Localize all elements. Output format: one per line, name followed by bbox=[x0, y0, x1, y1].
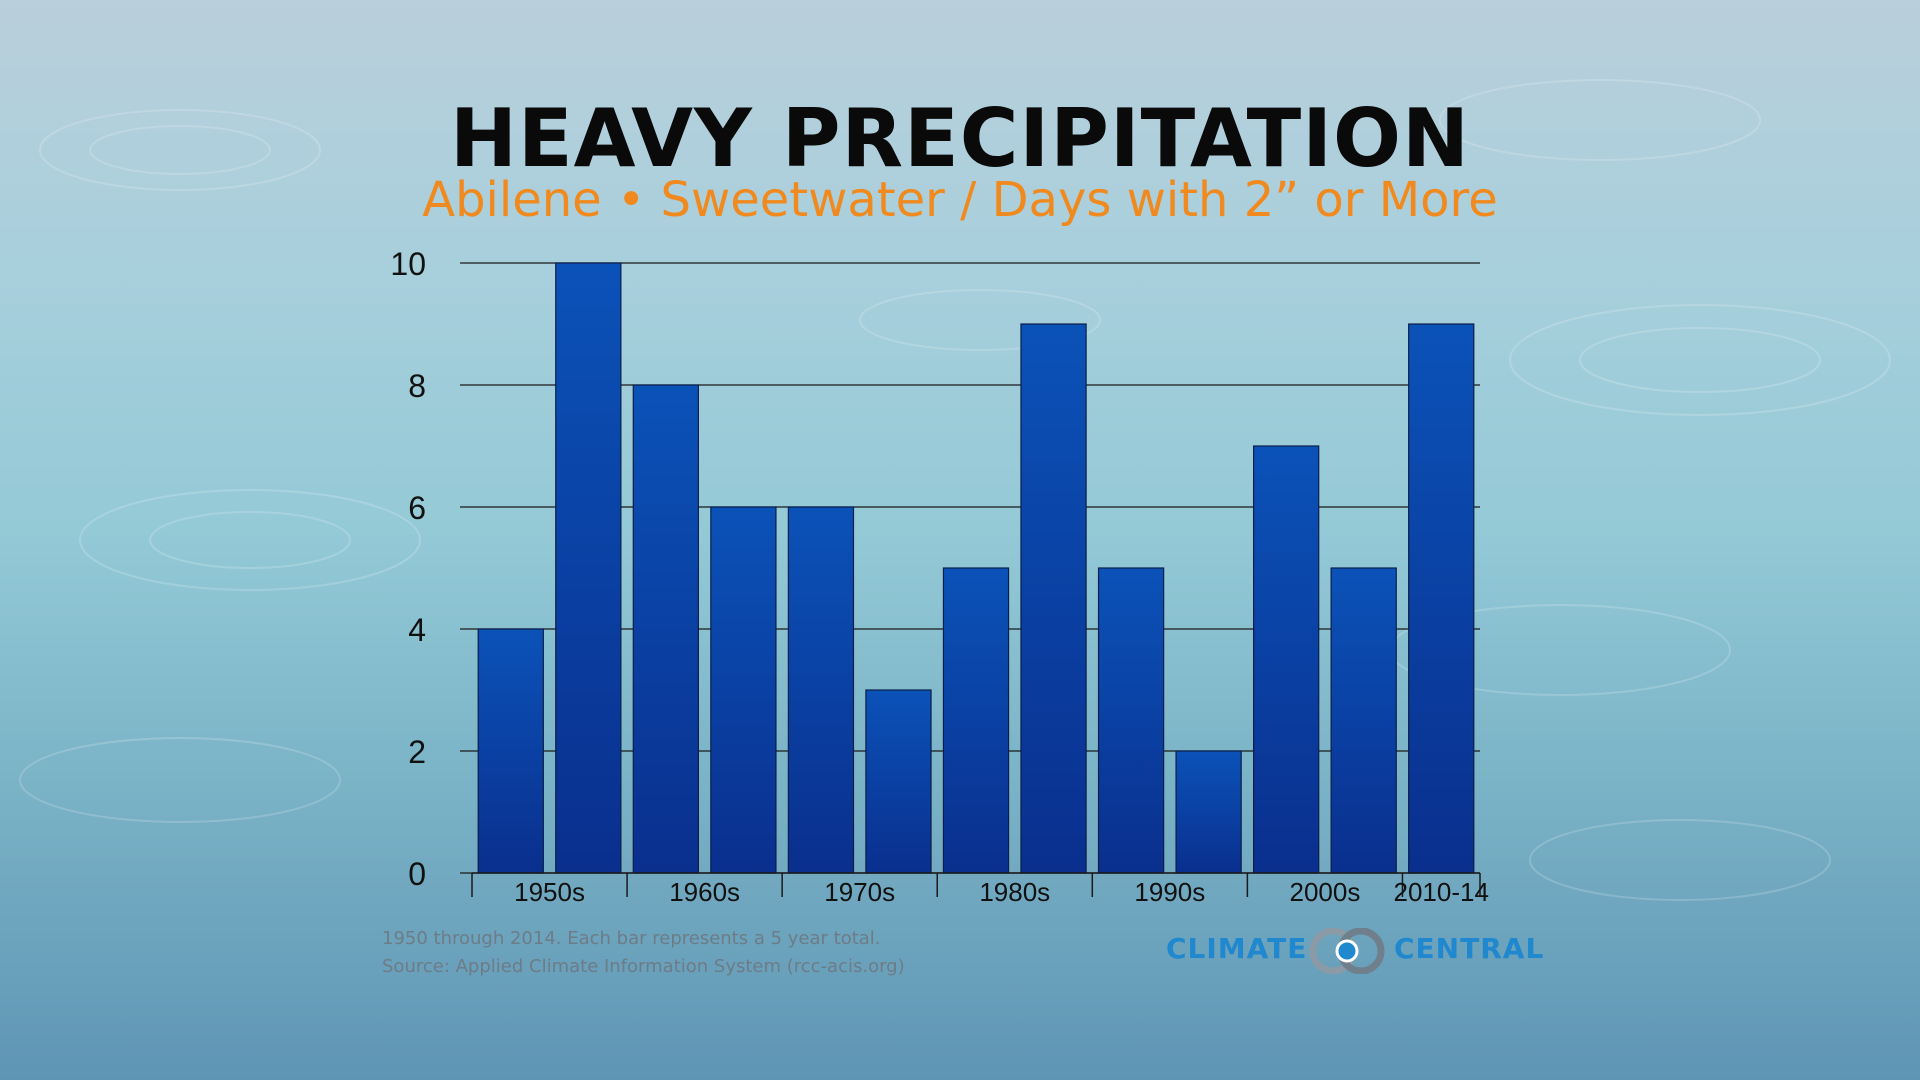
y-tick-label: 4 bbox=[408, 612, 426, 648]
footnote-note: 1950 through 2014. Each bar represents a… bbox=[382, 928, 881, 949]
y-tick-label: 0 bbox=[408, 856, 426, 892]
x-tick-label: 2010-14 bbox=[1394, 877, 1489, 907]
chart-subtitle: Abilene • Sweetwater / Days with 2” or M… bbox=[422, 172, 1498, 228]
y-tick-label: 6 bbox=[408, 490, 426, 526]
x-tick-label: 2000s bbox=[1290, 877, 1361, 907]
y-tick-label: 8 bbox=[408, 368, 426, 404]
bar bbox=[555, 262, 622, 874]
bar bbox=[1252, 445, 1320, 874]
bar bbox=[865, 689, 932, 874]
page-title: HEAVY PRECIPITATION bbox=[450, 92, 1470, 185]
y-tick-label: 10 bbox=[390, 246, 426, 282]
x-tick-label: 1960s bbox=[669, 877, 740, 907]
x-tick-label: 1950s bbox=[514, 877, 585, 907]
bar bbox=[632, 384, 700, 874]
bar bbox=[710, 506, 777, 874]
bar bbox=[1097, 567, 1165, 874]
x-tick-label: 1980s bbox=[979, 877, 1050, 907]
bar bbox=[1408, 323, 1475, 874]
brand-climate-text: CLIMATE bbox=[1166, 932, 1308, 965]
climate-central-logo-icon bbox=[1309, 928, 1385, 974]
bar bbox=[942, 567, 1010, 874]
brand-central-text: CENTRAL bbox=[1394, 932, 1545, 965]
x-tick-label: 1970s bbox=[824, 877, 895, 907]
x-tick-label: 1990s bbox=[1134, 877, 1205, 907]
bar bbox=[1330, 567, 1397, 874]
bar bbox=[787, 506, 855, 874]
bar bbox=[477, 628, 544, 874]
y-tick-label: 2 bbox=[408, 734, 426, 770]
bar bbox=[1175, 750, 1242, 874]
footnote-source: Source: Applied Climate Information Syst… bbox=[382, 956, 905, 977]
bar bbox=[1020, 323, 1087, 874]
